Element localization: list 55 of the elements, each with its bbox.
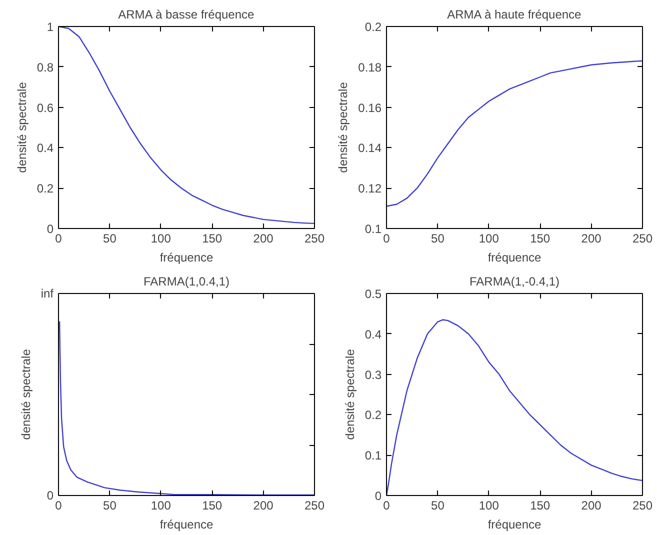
x-tick-label: 250 xyxy=(632,232,653,246)
chart-title: FARMA(1,-0.4,1) xyxy=(469,274,560,288)
y-tick-label: 0.8 xyxy=(36,60,54,74)
x-tick-label: 100 xyxy=(150,232,172,246)
x-tick-label: 200 xyxy=(253,498,274,512)
y-tick-label: 0.3 xyxy=(364,368,382,382)
y-tick-label: 0.16 xyxy=(358,100,382,115)
x-tick-label: 0 xyxy=(383,498,390,512)
y-tick-label: 0.18 xyxy=(358,60,382,74)
y-tick-label: 0.5 xyxy=(364,287,382,301)
chart-title: FARMA(1,0.4,1) xyxy=(143,274,230,288)
x-tick-label: 100 xyxy=(478,232,500,246)
x-tick-label: 200 xyxy=(581,498,602,512)
y-tick-label: 0 xyxy=(46,222,54,236)
x-tick-label: 50 xyxy=(431,232,445,246)
x-axis-title: fréquence xyxy=(160,250,214,264)
y-tick-label: 0.4 xyxy=(364,327,382,342)
y-tick-label: 0.2 xyxy=(36,182,54,196)
x-tick-label: 150 xyxy=(530,498,550,512)
y-tick-label: 0.1 xyxy=(364,222,382,236)
x-tick-label: 200 xyxy=(581,232,602,246)
y-axis-title: densité spectrale xyxy=(336,82,350,173)
x-tick-label: 150 xyxy=(530,232,550,246)
y-tick-label: 0.6 xyxy=(36,100,54,115)
y-axis-title: densité spectrale xyxy=(18,348,33,440)
x-axis-title: fréquence xyxy=(160,518,214,532)
x-tick-label: 100 xyxy=(478,498,500,512)
y-tick-label: 0.2 xyxy=(364,408,382,422)
x-tick-label: 150 xyxy=(202,232,222,246)
x-tick-label: 50 xyxy=(103,498,117,512)
x-axis-title: fréquence xyxy=(488,518,542,532)
y-tick-label: 0.14 xyxy=(358,141,382,156)
y-axis-title: densité spectrale xyxy=(14,82,29,173)
x-tick-label: 50 xyxy=(431,498,445,512)
x-tick-label: 150 xyxy=(202,498,222,512)
y-axis-title: densité spectrale xyxy=(342,348,357,440)
y-tick-label: 0.1 xyxy=(364,448,382,463)
chart-title: ARMA à basse fréquence xyxy=(118,8,255,22)
chart-title: ARMA à haute fréquence xyxy=(447,8,582,22)
y-tick-label: 0.2 xyxy=(364,20,382,34)
x-axis-title: fréquence xyxy=(488,250,542,264)
text: inf xyxy=(40,286,54,300)
x-tick-label: 200 xyxy=(253,232,274,246)
y-tick-label: 0.12 xyxy=(358,182,382,196)
y-tick-label: 1 xyxy=(46,20,54,34)
x-tick-label: 50 xyxy=(103,232,117,246)
x-tick-label: 0 xyxy=(55,498,62,512)
x-tick-label: 250 xyxy=(304,498,325,512)
x-tick-label: 100 xyxy=(150,498,172,512)
x-tick-label: 250 xyxy=(304,232,325,246)
y-tick-label: 0.4 xyxy=(36,141,54,156)
x-tick-label: 0 xyxy=(383,232,390,246)
x-tick-label: 0 xyxy=(55,232,62,246)
x-tick-label: 250 xyxy=(632,498,653,512)
y-tick-label: 0 xyxy=(374,489,382,503)
